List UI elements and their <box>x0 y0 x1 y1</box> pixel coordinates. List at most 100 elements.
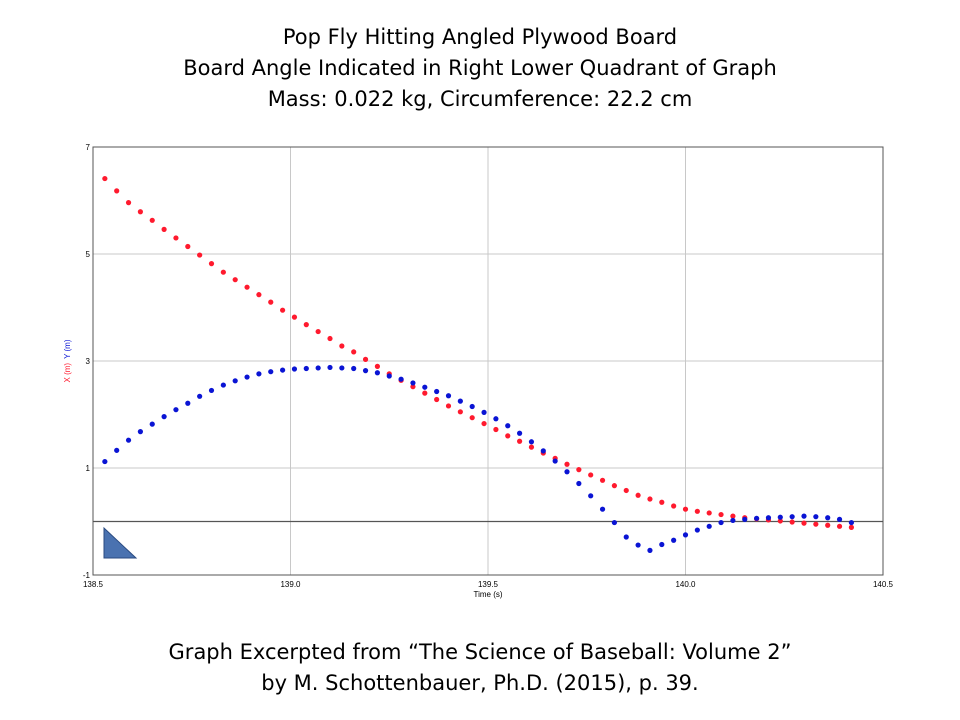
series-x-point <box>611 483 618 489</box>
x-tick-label: 139.0 <box>280 580 301 589</box>
series-x-point <box>469 415 475 421</box>
series-x-point <box>457 409 463 415</box>
series-x-point <box>161 226 167 232</box>
series-x-point <box>576 467 582 473</box>
x-tick-label: 140.0 <box>675 580 696 589</box>
chart-title-block: Pop Fly Hitting Angled Plywood Board Boa… <box>0 22 960 115</box>
series-x-point <box>671 503 677 509</box>
series-y-point <box>564 469 570 475</box>
series-y-point <box>765 515 772 521</box>
series-y-point <box>185 400 191 406</box>
y-axis-label-y: Y (m) <box>63 339 72 359</box>
series-y-point <box>114 447 120 453</box>
x-tick-label: 139.5 <box>478 580 499 589</box>
y-tick-label: 3 <box>86 357 91 366</box>
series-y-point <box>291 366 298 372</box>
series-x-point <box>102 175 108 182</box>
series-x-point <box>718 511 724 518</box>
series-y-point <box>576 480 582 487</box>
series-x-point <box>493 426 499 433</box>
series-y-point <box>588 493 594 499</box>
series-y-point <box>742 516 748 522</box>
series-y-point <box>813 514 819 520</box>
series-y-point <box>789 514 795 520</box>
source-footer: Graph Excerpted from “The Science of Bas… <box>0 637 960 699</box>
series-y-point <box>647 547 653 553</box>
series-x-point <box>848 524 855 530</box>
series-x-point <box>197 252 203 258</box>
series-y-point <box>327 364 333 371</box>
series-y-point <box>137 429 143 435</box>
series-y-point <box>125 437 132 443</box>
series-x-point <box>125 200 132 206</box>
grid-lines <box>92 146 884 576</box>
series-x-point <box>801 520 807 526</box>
series-y-point <box>410 380 416 386</box>
series-y-point <box>161 414 167 420</box>
series-y-point <box>635 542 641 548</box>
series-x-point <box>244 284 250 290</box>
series-x-point <box>410 384 416 390</box>
series-y-point <box>505 423 511 429</box>
series-x-point <box>268 299 274 305</box>
series-y-point <box>374 370 380 376</box>
series-x-point <box>291 314 298 320</box>
series-y-point <box>599 506 606 512</box>
series-y-point <box>457 398 463 404</box>
series-x-point <box>315 328 321 335</box>
plot-frame <box>92 146 884 576</box>
series-x-point <box>635 492 641 498</box>
series-x-point <box>730 513 736 519</box>
series-y-point <box>517 430 523 436</box>
series-y-point <box>848 519 855 526</box>
series-x-point <box>682 506 689 512</box>
series-y-point <box>434 388 440 395</box>
x-axis-label: Time (s) <box>473 590 502 599</box>
series-x-point <box>813 521 819 527</box>
series-y-point <box>173 407 179 413</box>
series-x-point <box>445 403 452 409</box>
series-y-point <box>801 513 807 519</box>
series-x-point <box>339 343 345 349</box>
series-y-point <box>611 519 618 526</box>
series-x-point <box>564 461 570 467</box>
chart-title-line-3: Mass: 0.022 kg, Circumference: 22.2 cm <box>267 87 693 111</box>
x-tick-label: 140.5 <box>873 580 894 589</box>
series-x-point <box>517 438 523 444</box>
y-tick-label: 1 <box>86 464 91 473</box>
series-x-point <box>351 349 357 355</box>
series-y-point <box>469 403 475 410</box>
series-y-point <box>694 527 700 533</box>
series-y-point <box>445 393 452 399</box>
series-x-point <box>173 235 179 241</box>
series-x-point <box>588 472 594 478</box>
series-y-point <box>232 378 238 384</box>
series-x-point <box>327 335 333 342</box>
series-x-point <box>434 396 440 403</box>
series-y-point <box>362 368 369 374</box>
series-y-point <box>280 367 286 373</box>
series-x-point <box>208 261 215 267</box>
series-y-point <box>528 439 535 445</box>
series-y-point <box>197 393 203 399</box>
series-x-points <box>102 175 855 530</box>
series-x-point <box>481 420 487 427</box>
series-y-point <box>671 537 677 543</box>
series-y-point <box>540 448 546 454</box>
series-y-point <box>256 371 262 377</box>
series-x-point <box>659 499 665 505</box>
series-x-point <box>528 444 535 450</box>
series-y-point <box>422 384 428 390</box>
series-x-point <box>706 510 712 516</box>
y-axis-label: X (m) Y (m) <box>63 339 72 382</box>
series-x-point <box>114 188 120 194</box>
series-y-points <box>102 364 855 553</box>
y-tick-label: 5 <box>86 250 91 259</box>
series-x-point <box>220 269 226 275</box>
series-y-point <box>836 516 843 522</box>
series-x-point <box>280 307 286 313</box>
board-angle-triangle <box>103 526 138 559</box>
series-x-point <box>256 292 262 298</box>
y-tick-labels: 7 5 3 1 -1 <box>83 143 91 580</box>
series-x-point <box>789 519 795 525</box>
